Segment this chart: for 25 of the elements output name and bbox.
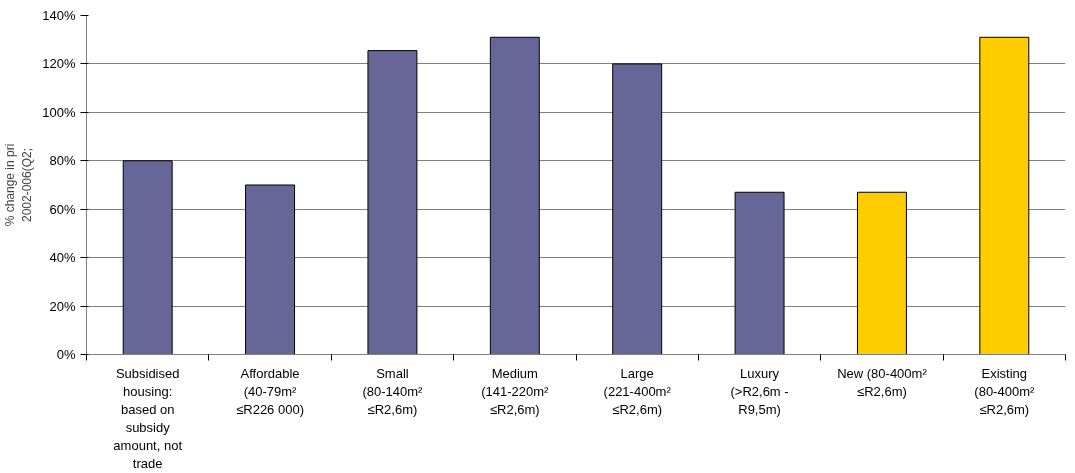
y-tick-label: 120% — [42, 56, 76, 72]
x-tick-label: Small (80-140m² ≤R2,6m) — [362, 365, 424, 417]
x-tick-label: Luxury (>R2,6m - R9,5m) — [730, 365, 789, 417]
bar — [979, 36, 1030, 355]
y-tick-label: 40% — [49, 250, 76, 266]
y-axis-title: % change in pri 2002-006(Q2; — [3, 143, 35, 227]
y-tick-label: 100% — [42, 104, 76, 120]
bar — [245, 184, 296, 355]
y-tick-label: 140% — [42, 8, 76, 23]
x-tick-label: Subsidised housing: based on subsidy amount, not trade — [113, 365, 183, 471]
bar — [122, 160, 173, 355]
bar — [612, 63, 663, 355]
x-tick-label: Large (221-400m² ≤R2,6m) — [603, 365, 672, 417]
y-tick-label: 20% — [49, 298, 76, 314]
x-tick-label: Medium (141-220m² ≤R2,6m) — [481, 365, 550, 417]
bar — [489, 36, 540, 355]
y-tick-label: 80% — [49, 153, 76, 169]
bar — [367, 50, 418, 355]
y-tick-label: 60% — [49, 201, 76, 217]
bar — [856, 191, 907, 355]
y-tick-label: 0% — [56, 347, 76, 362]
x-tick-label: New (80-400m² ≤R2,6m) — [837, 365, 928, 399]
x-tick-label: Affordable (40-79m² ≤R226 000) — [236, 365, 304, 417]
x-tick-label: Existing (80-400m² ≤R2,6m) — [974, 365, 1035, 417]
bar — [734, 191, 785, 355]
